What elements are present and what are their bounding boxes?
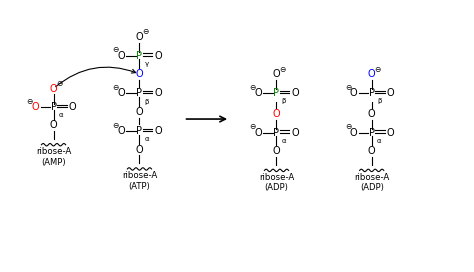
- Text: ribose-A: ribose-A: [122, 171, 157, 180]
- Text: α: α: [282, 138, 286, 144]
- Text: ⊖: ⊖: [250, 82, 256, 92]
- Text: O: O: [386, 88, 394, 98]
- Text: ⊖: ⊖: [112, 121, 119, 130]
- Text: O: O: [291, 88, 299, 98]
- Text: O: O: [136, 145, 143, 154]
- Text: O: O: [368, 69, 375, 79]
- Text: ⊖: ⊖: [112, 45, 119, 54]
- Text: O: O: [349, 88, 357, 98]
- Text: ⊖: ⊖: [279, 65, 286, 74]
- Text: O: O: [291, 128, 299, 138]
- Text: (ATP): (ATP): [128, 182, 150, 191]
- Text: β: β: [145, 99, 149, 105]
- Text: O: O: [68, 102, 76, 112]
- Text: P: P: [369, 128, 375, 138]
- Text: O: O: [136, 69, 143, 79]
- Text: O: O: [31, 102, 39, 112]
- Text: ⊖: ⊖: [112, 83, 119, 92]
- Text: α: α: [59, 112, 64, 118]
- Text: O: O: [254, 128, 262, 138]
- Text: ⊖: ⊖: [345, 82, 351, 92]
- Text: P: P: [273, 128, 280, 138]
- Text: ribose-A: ribose-A: [354, 173, 389, 182]
- Text: α: α: [377, 138, 382, 144]
- Text: O: O: [117, 126, 125, 136]
- Text: O: O: [273, 146, 280, 156]
- Text: O: O: [117, 51, 125, 61]
- Text: ⊖: ⊖: [345, 122, 351, 131]
- Text: P: P: [51, 102, 56, 112]
- Text: O: O: [154, 88, 162, 98]
- Text: P: P: [273, 88, 280, 98]
- Text: (AMP): (AMP): [41, 158, 66, 167]
- Text: (ADP): (ADP): [264, 183, 288, 192]
- Text: ⊖: ⊖: [250, 122, 256, 131]
- Text: ⊖: ⊖: [27, 97, 33, 106]
- Text: P: P: [137, 88, 143, 98]
- Text: α: α: [145, 137, 149, 143]
- Text: O: O: [50, 84, 57, 94]
- Text: O: O: [117, 88, 125, 98]
- Text: (ADP): (ADP): [360, 183, 383, 192]
- Text: O: O: [368, 109, 375, 119]
- Text: ribose-A: ribose-A: [259, 173, 294, 182]
- Text: P: P: [137, 51, 143, 61]
- Text: ⊖: ⊖: [56, 79, 63, 88]
- Text: O: O: [136, 107, 143, 117]
- Text: ⊖: ⊖: [142, 27, 149, 36]
- Text: O: O: [349, 128, 357, 138]
- Text: O: O: [368, 146, 375, 156]
- Text: β: β: [282, 98, 286, 104]
- Text: O: O: [273, 69, 280, 79]
- Text: β: β: [377, 98, 382, 104]
- FancyArrowPatch shape: [55, 67, 136, 87]
- Text: P: P: [137, 126, 143, 136]
- Text: P: P: [369, 88, 375, 98]
- Text: O: O: [386, 128, 394, 138]
- Text: ⊖: ⊖: [374, 65, 381, 74]
- Text: O: O: [254, 88, 262, 98]
- Text: O: O: [154, 126, 162, 136]
- Text: O: O: [50, 120, 57, 130]
- Text: O: O: [273, 109, 280, 119]
- Text: O: O: [154, 51, 162, 61]
- Text: ribose-A: ribose-A: [36, 147, 71, 156]
- Text: γ: γ: [145, 61, 149, 67]
- Text: O: O: [136, 32, 143, 42]
